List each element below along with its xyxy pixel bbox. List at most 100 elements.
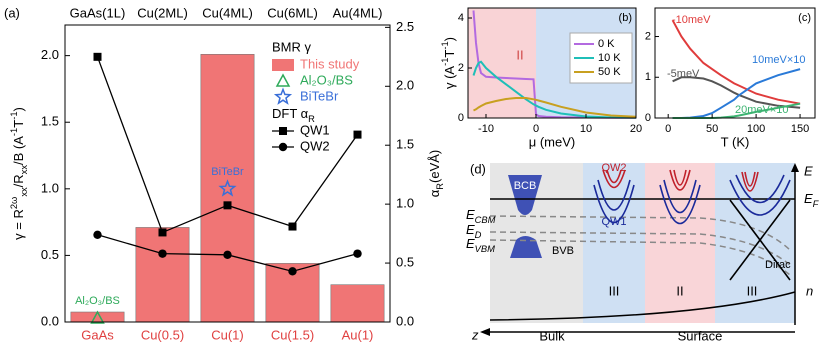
text-part: 2ω [9,197,19,210]
top-category-label: GaAs(1L) [70,5,126,20]
marker [288,222,297,231]
region-iii [583,163,645,323]
x-tick-label: 10 [580,123,592,135]
legend-marker [275,73,291,87]
qw2-label: QW2 [601,162,626,174]
y2-tick-label: 2.0 [396,78,414,93]
text-part: T [11,120,26,128]
y-tick-label: 0 [458,112,464,124]
y2-tick-label: 1.0 [396,196,414,211]
fermi-label: EF [804,191,820,209]
marker [158,228,167,237]
text-part: -1 [440,58,450,66]
text-part: xx [19,187,29,197]
legend-title: BMR γ [272,39,312,54]
text-part: E [466,222,475,237]
ed-label: ED [466,222,482,240]
annotation: Al₂O₃/BS [75,295,120,307]
bar [200,54,255,323]
legend-label: Al₂O₃/BS [300,72,353,87]
line [473,97,637,118]
line [671,19,801,105]
x-tick-label: 0 [533,123,539,135]
series-label: -5meV [667,68,700,80]
x-tick-label: 150 [791,123,809,135]
evbm-label: EVBM [466,236,495,254]
z-label: z [471,327,479,342]
series-label: 20meV×10 [735,104,789,116]
legend-title: DFT αR [272,106,315,124]
text-part: DFT α [272,106,309,121]
marker [93,230,102,239]
y-axis-label: γ (A-1T-1) [440,37,457,89]
region-label: III [747,283,758,298]
series-label: 10meV×10 [752,54,806,66]
x-tick-label: 0 [665,123,671,135]
y-tick-label: 1.0 [41,180,59,195]
plot-frame [654,7,816,119]
bcb-label: BCB [514,180,537,192]
text-part: /R [11,174,26,187]
y-tick-label: 0 [645,112,651,124]
y2-axis-label: αR(eVÅ) [427,150,445,198]
x-tick-label: 50 [706,123,718,135]
plot-frame [467,7,637,119]
text-part: E [466,236,475,251]
legend-swatch [272,59,294,71]
energy-label: E [804,163,813,178]
legend-label: 50 K [598,66,621,78]
n-label: n [806,283,813,298]
text-part: VBM [475,244,495,254]
y-tick-label: 2 [645,30,651,42]
text-part: α [427,189,442,197]
marker [223,250,232,260]
panel-label: (c) [798,12,811,24]
legend-label: QW2 [300,138,330,153]
line [472,10,636,119]
region-label: II [516,47,523,62]
legend-label: 0 K [598,38,615,50]
bulk-label: Bulk [539,328,565,343]
text-part: E [804,191,813,206]
band-diagram: (d) BCB BVB QW2 QW1 Dirac ECBM ED EVBM E… [466,161,820,343]
region-label: III [609,283,620,298]
text-part: (eVÅ) [427,150,442,183]
marker [158,249,167,258]
top-category-label: Cu(4ML) [202,5,253,20]
x-tick-label: Cu(0.5) [141,327,184,342]
marker [353,130,362,139]
marker [223,201,232,210]
text-part: R [308,114,315,124]
ecbm-label: ECBM [466,207,496,225]
legend-label: BiTeBr [300,88,339,103]
y-tick-label: 2.0 [41,47,59,62]
y2-tick-label: 1.5 [396,137,414,152]
x-tick-label: Cu(1) [211,327,244,342]
panel-label: (a) [4,5,20,20]
x-tick-label: GaAs [81,327,114,342]
panel-label: (b) [619,12,632,24]
y-axis-label: γ = R2ωxx/Rxx/B (A-1T-1) [9,107,29,240]
subbands [593,169,791,281]
arrow-head [791,163,799,172]
region-iii [715,163,795,323]
text-part: xx [19,165,29,175]
text-part: D [475,230,482,240]
text-part: R [435,183,445,190]
marker [288,267,297,276]
y2-tick-label: 2.5 [396,19,414,34]
y2-tick-label: 0.5 [396,255,414,270]
dashed-levels [489,215,791,276]
x-axis-label: μ (meV) [529,134,576,149]
density-curve [489,291,796,321]
text-part: /B (A [11,136,26,165]
region-label: II [676,283,683,298]
bar [330,284,385,323]
text-part: -1 [440,41,450,49]
legend-label: 10 K [598,52,621,64]
y-tick-label: 0.0 [41,313,59,328]
marker [353,249,362,258]
text-part: -1 [9,128,19,136]
surface-label: Surface [678,328,723,343]
